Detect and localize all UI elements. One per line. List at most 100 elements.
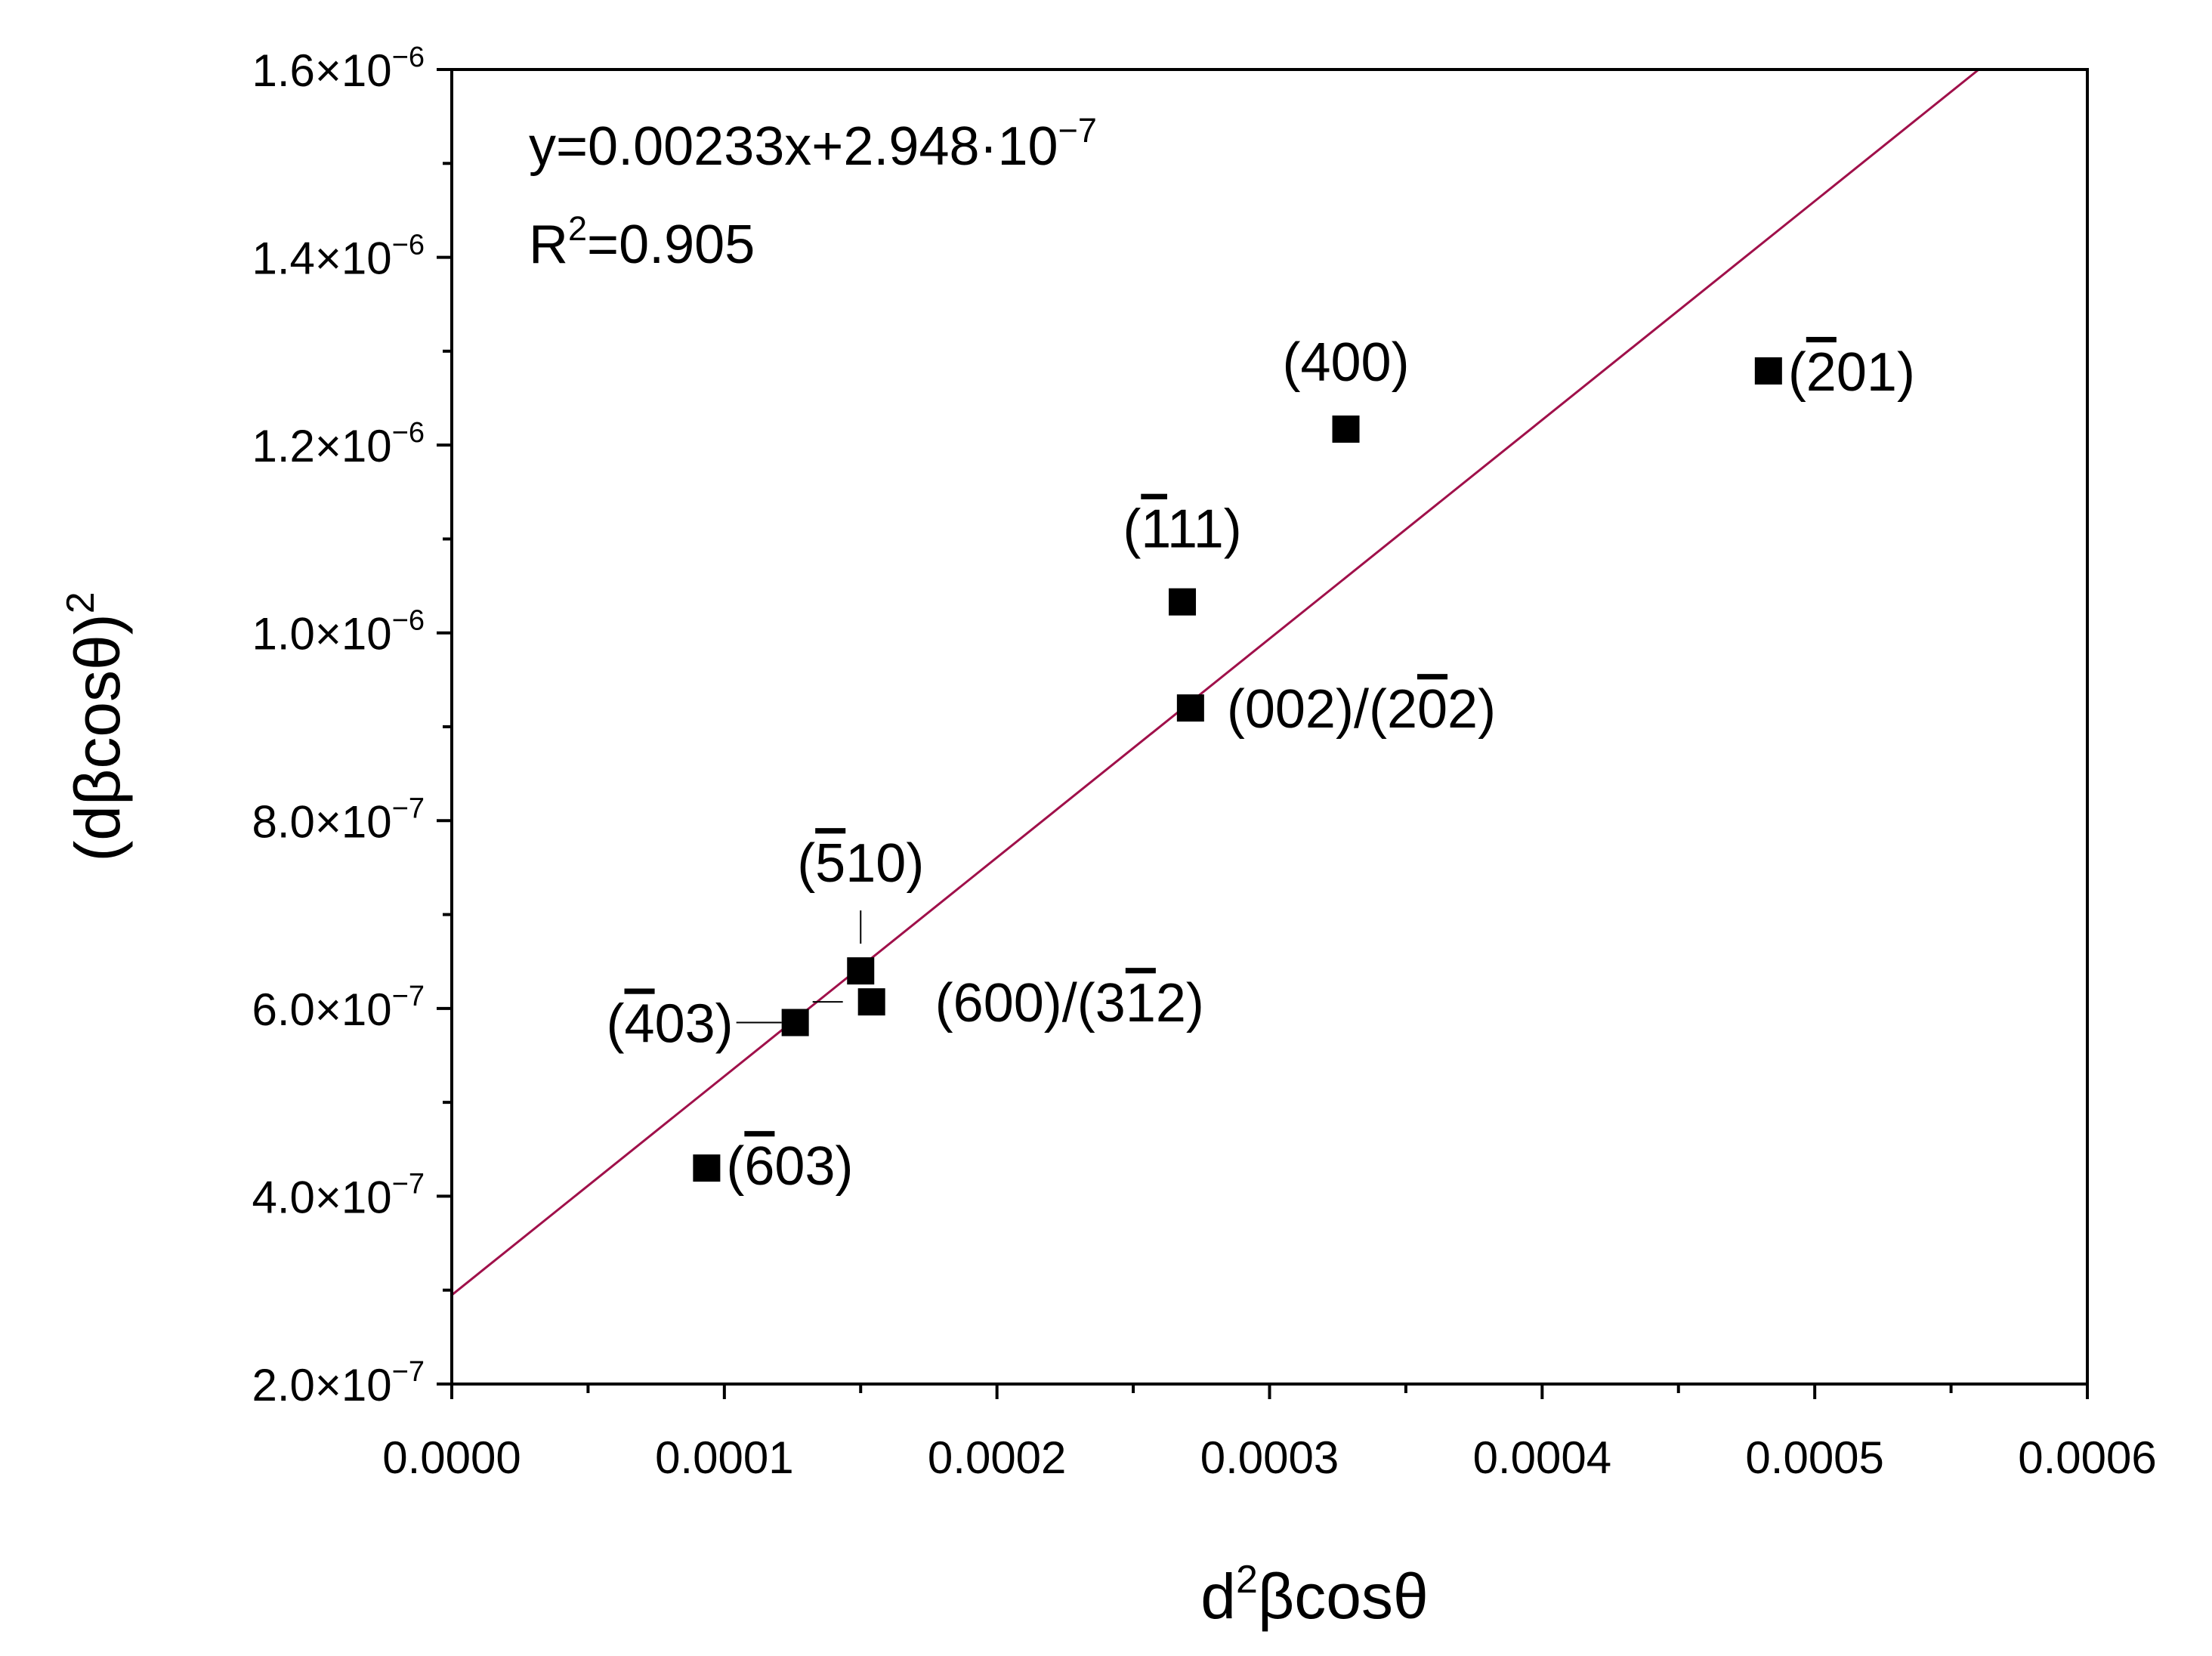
label-char: 0 [876, 833, 906, 894]
data-point [1169, 588, 1197, 616]
label-char: 1 [1167, 499, 1195, 560]
x-tick-label: 0.0000 [382, 1432, 521, 1483]
label-char: 0 [774, 1136, 805, 1197]
x-tick-label: 0.0003 [1200, 1432, 1339, 1483]
y-tick-mantissa: 4.0×10 [252, 1172, 391, 1222]
x-tick-label: 0.0002 [928, 1432, 1067, 1483]
x-axis-title-sup: 2 [1236, 1558, 1258, 1602]
label-char: 0 [984, 973, 1014, 1033]
y-tick-mantissa: 1.0×10 [252, 609, 391, 660]
y-axis-title-text: (dβcosθ) [62, 613, 133, 861]
label-char: 2 [1305, 679, 1336, 740]
label-char: 0 [1014, 973, 1044, 1033]
overlined-digit: 1 [1126, 973, 1156, 1033]
label-char: ( [935, 973, 953, 1033]
x-tick-label: 0.0001 [655, 1432, 794, 1483]
y-tick-label: 6.0×10−7 [252, 981, 425, 1035]
label-char: 0 [1331, 332, 1361, 393]
label-char: 0 [1361, 332, 1392, 393]
data-points [693, 357, 1782, 1182]
label-char: 2 [1447, 679, 1478, 740]
y-tick-mantissa: 6.0×10 [252, 984, 391, 1035]
point-label: (600)/(312) [935, 973, 1204, 1033]
label-char: 2 [1387, 679, 1417, 740]
label-char: ) [1224, 499, 1242, 560]
y-tick-label: 8.0×10−7 [252, 792, 425, 847]
label-char: ( [1282, 332, 1300, 393]
point-label: (603) [726, 1136, 853, 1197]
x-axis-title: d2βcosθ [1200, 1558, 1428, 1632]
label-char: ( [1077, 973, 1095, 1033]
data-point [847, 957, 875, 985]
point-label: (111) [1123, 499, 1241, 560]
y-tick-label: 1.0×10−6 [252, 605, 425, 660]
fit-equation: y=0.00233x+2.948·10−7 [529, 111, 1097, 177]
label-char: ) [906, 833, 924, 894]
fit-equation-prefix: y=0.00233x+2.948·10 [529, 116, 1058, 177]
y-tick-exponent: −7 [392, 792, 425, 824]
point-label: (510) [797, 833, 924, 894]
label-char: ) [1186, 973, 1204, 1033]
label-char: 0 [655, 994, 685, 1055]
x-axis-title-base: d [1200, 1561, 1236, 1632]
y-tick-label: 4.0×10−7 [252, 1168, 425, 1222]
overlined-digit: 6 [744, 1136, 774, 1197]
x-tick-label: 0.0005 [1745, 1432, 1884, 1483]
y-tick-exponent: −6 [392, 605, 425, 637]
data-point [857, 988, 885, 1016]
label-char: ( [797, 833, 815, 894]
point-label: (400) [1282, 332, 1409, 393]
label-char: 3 [1095, 973, 1126, 1033]
data-point [781, 1009, 809, 1037]
y-tick-mantissa: 1.4×10 [252, 233, 391, 284]
label-char: ) [1392, 332, 1410, 393]
label-char: 0 [1245, 679, 1275, 740]
label-char: ) [1044, 973, 1062, 1033]
y-tick-exponent: −7 [392, 1168, 425, 1200]
point-label: (403) [607, 994, 734, 1055]
fit-r2: R2=0.905 [529, 209, 755, 275]
x-tick-label: 0.0006 [2018, 1432, 2157, 1483]
y-axis-title: (dβcosθ)2 [59, 592, 133, 861]
fit-r2-prefix: R [529, 215, 568, 275]
x-tick-label: 0.0004 [1473, 1432, 1612, 1483]
label-char: ) [1897, 342, 1915, 403]
axis-ticks: 0.0000 0.0001 0.0002 0.0003 0.0004 0.0005 0.00… [252, 42, 2156, 1483]
point-labels: (603)(403)(510)(600)/(312)(111)(002)/(20… [607, 332, 1915, 1197]
label-char: 3 [805, 1136, 835, 1197]
y-tick-label: 1.6×10−6 [252, 42, 425, 96]
fit-r2-sup: 2 [568, 209, 587, 248]
label-char: ( [1369, 679, 1387, 740]
fit-r2-suffix: =0.905 [587, 215, 755, 275]
plot-frame [450, 68, 2089, 1386]
data-point [1754, 357, 1782, 385]
overlined-digit: 4 [625, 994, 655, 1055]
fit-line [451, 68, 1980, 1296]
fit-equation-exp: −7 [1058, 111, 1097, 150]
y-tick-exponent: −6 [392, 42, 425, 73]
data-point [1332, 416, 1360, 443]
label-char: 1 [845, 833, 876, 894]
y-tick-mantissa: 2.0×10 [252, 1360, 391, 1410]
y-tick-label: 2.0×10−7 [252, 1356, 425, 1410]
label-char: ( [1788, 342, 1806, 403]
overlined-digit: 5 [815, 833, 845, 894]
overlined-digit: 1 [1141, 499, 1169, 560]
label-char: / [1354, 679, 1369, 740]
label-char: 6 [953, 973, 984, 1033]
label-char: ) [836, 1136, 854, 1197]
label-char: ) [715, 994, 734, 1055]
label-char: ( [1123, 499, 1141, 560]
label-char: ( [726, 1136, 744, 1197]
y-axis-title-sup: 2 [59, 592, 103, 613]
point-label: (002)/(202) [1227, 679, 1496, 740]
data-point [1176, 694, 1204, 722]
fit-line-group [451, 68, 1980, 1296]
data-point [693, 1154, 721, 1182]
label-char: 1 [1194, 499, 1224, 560]
overlined-digit: 2 [1806, 342, 1837, 403]
y-tick-mantissa: 1.2×10 [252, 421, 391, 471]
overlined-digit: 0 [1417, 679, 1447, 740]
y-tick-exponent: −6 [392, 417, 425, 449]
